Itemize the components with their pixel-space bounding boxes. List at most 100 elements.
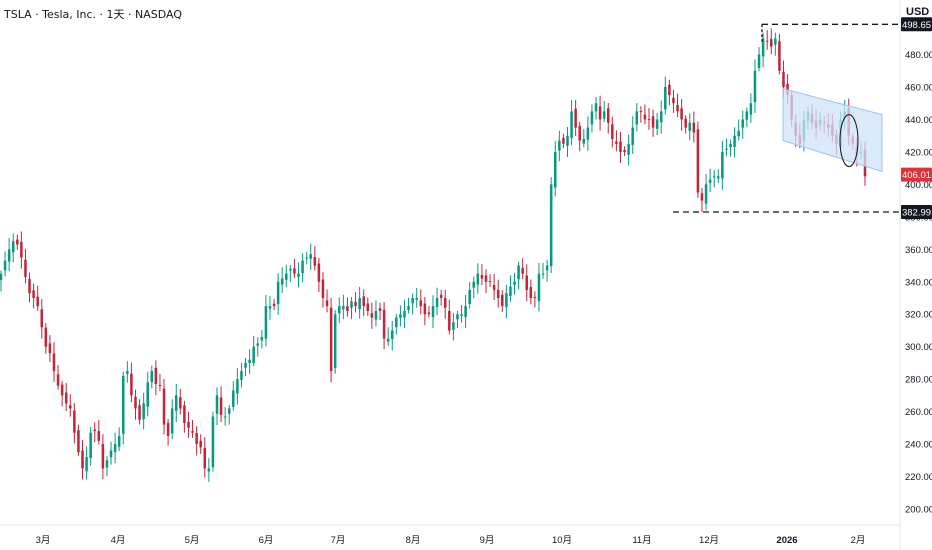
candle-body (623, 149, 626, 152)
candle-body (545, 265, 549, 271)
candle-body (611, 124, 614, 139)
candle-body (700, 193, 704, 201)
candle-body (195, 432, 198, 445)
candle-body (309, 254, 312, 259)
candle-body (321, 279, 325, 299)
candle-body (85, 457, 88, 472)
candle-body (158, 385, 162, 387)
candle-body (672, 97, 675, 104)
low-price-badge-label: 382.99 (902, 208, 931, 219)
candle-body (692, 122, 696, 133)
y-tick-label: 220.00 (905, 472, 932, 483)
candle-body (60, 384, 64, 396)
candle-body (150, 371, 154, 383)
candle-body (774, 38, 777, 45)
candle-body (574, 108, 577, 128)
candle-body (174, 395, 178, 411)
candle-body (456, 314, 459, 320)
ellipse-annotation (839, 114, 859, 168)
candle-body (313, 256, 317, 266)
candle-body (708, 179, 712, 183)
candle-body (419, 300, 423, 307)
candle-body (659, 111, 663, 123)
candle-body (338, 306, 341, 314)
candle-body (7, 249, 11, 262)
candle-body (170, 408, 174, 434)
candle-body (378, 308, 382, 311)
candle-body (97, 430, 101, 441)
candle-body (11, 241, 15, 253)
candle-body (582, 138, 586, 144)
candle-body (680, 108, 683, 120)
candle-body (468, 289, 471, 304)
candle-body (142, 403, 145, 420)
x-tick-label: 10月 (552, 535, 572, 546)
candle-body (741, 119, 744, 128)
candle-body (69, 405, 72, 409)
candle-body (240, 371, 243, 380)
candle-body (606, 108, 610, 123)
x-tick-label: 12月 (699, 535, 719, 546)
candle-body (256, 343, 260, 346)
candle-body (24, 259, 27, 277)
candle-body (252, 346, 255, 363)
candle-body (443, 297, 447, 308)
y-tick-label: 400.00 (905, 180, 932, 191)
y-tick-label: 260.00 (905, 407, 932, 418)
y-tick-label: 300.00 (905, 342, 932, 353)
candle-body (525, 275, 528, 290)
candle-body (733, 135, 736, 147)
candle-body (452, 322, 455, 330)
y-tick-label: 440.00 (905, 115, 932, 126)
candle-body (293, 268, 296, 274)
candle-body (154, 367, 158, 385)
candle-body (602, 111, 606, 119)
candle-body (203, 447, 207, 469)
candle-body (187, 421, 190, 428)
candle-body (248, 359, 251, 364)
y-tick-label: 420.00 (905, 147, 932, 158)
candle-body (765, 40, 769, 42)
candle-body (264, 306, 268, 339)
candle-body (285, 273, 288, 280)
candle-body (89, 432, 92, 459)
candle-body (329, 307, 333, 372)
x-tick-label: 4月 (111, 535, 126, 546)
candle-body (48, 343, 52, 354)
candle-body (207, 468, 211, 472)
candle-body (505, 293, 508, 308)
candle-body (77, 430, 80, 453)
candle-body (586, 127, 590, 140)
candle-body (403, 310, 406, 318)
candle-body (411, 298, 414, 304)
y-tick-label: 480.00 (905, 50, 932, 61)
last-price-badge-bg (901, 167, 932, 182)
candle-body (651, 116, 655, 128)
candle-body (134, 396, 137, 409)
x-tick-label: 2月 (851, 535, 866, 546)
candle-body (643, 114, 647, 120)
x-tick-label: 8月 (406, 535, 421, 546)
candle-body (423, 303, 427, 315)
candle-body (729, 143, 732, 148)
candle-body (492, 285, 496, 290)
candle-body (113, 444, 117, 453)
candle-body (183, 405, 186, 423)
header-symbol-info: TSLA · Tesla, Inc. · 1天 · NASDAQ (4, 8, 182, 21)
candle-body (590, 111, 594, 125)
y-tick-label: 240.00 (905, 440, 932, 451)
candle-body (435, 298, 439, 308)
y-tick-label: 200.00 (905, 505, 932, 516)
candle-body (44, 327, 48, 347)
candle-body (374, 310, 378, 320)
candle-body (354, 302, 357, 307)
candle-body (223, 416, 227, 418)
candle-body (399, 314, 402, 318)
candle-body (101, 444, 105, 469)
candle-body (370, 313, 374, 318)
candle-body (635, 111, 639, 125)
candle-body (199, 440, 202, 448)
candle-body (52, 353, 56, 372)
candle-body (109, 450, 113, 458)
